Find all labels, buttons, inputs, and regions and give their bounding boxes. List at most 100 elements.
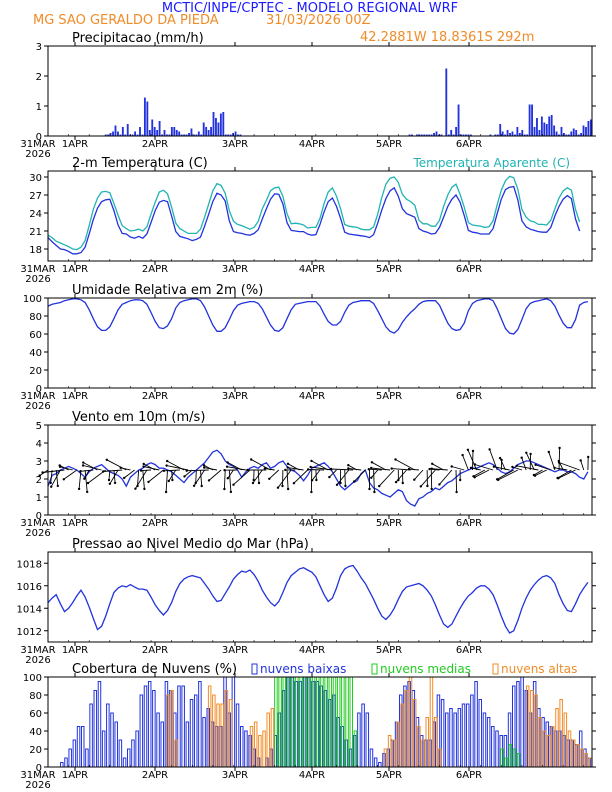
cloud-bar-1	[303, 676, 307, 768]
precip-bar	[166, 134, 168, 136]
wind-arrow	[78, 469, 82, 489]
wind-arrow	[135, 469, 148, 489]
y-tick-label: 0	[36, 763, 42, 774]
y-tick-label: 3	[36, 42, 42, 53]
x-day-label: 1APR	[62, 770, 88, 781]
wind-arrow	[431, 463, 444, 471]
x-day-label: 6APR	[456, 518, 482, 529]
wind-arrow-head	[105, 458, 109, 461]
wind-arrow-head	[344, 484, 347, 488]
precip-bar	[418, 134, 421, 136]
panel-frame	[47, 551, 593, 643]
precip-bar	[582, 125, 585, 136]
wind-arrow-head	[373, 490, 376, 494]
precip-bar	[506, 130, 509, 136]
wind-arrow	[521, 457, 527, 471]
wind-arrow	[373, 469, 375, 493]
wind-arrow-head	[557, 477, 560, 480]
cloud-bar-0	[118, 739, 123, 768]
cloud-bar-0	[76, 726, 81, 768]
wind-arrow	[558, 462, 580, 471]
y-tick-label: 60	[29, 709, 42, 720]
cloud-bar-0	[445, 712, 449, 768]
cloud-bar-0	[80, 726, 85, 768]
wind-arrow-head	[557, 461, 561, 464]
y-tick-label: 60	[29, 330, 42, 341]
cloud-bar-1	[341, 676, 345, 768]
panel-title: Vento em 10m (m/s)	[72, 410, 205, 425]
precip-bar	[153, 127, 156, 136]
precip-bar	[170, 127, 173, 136]
precip-bar	[511, 131, 514, 136]
y-tick-label: 20	[29, 745, 42, 756]
wind-arrow-head	[310, 490, 313, 494]
cloud-bar-0	[72, 739, 77, 768]
precip-bar	[158, 121, 161, 136]
wind-arrow	[165, 469, 168, 493]
cloud-bar-0	[365, 712, 370, 768]
cloud-bar-1	[504, 757, 508, 768]
wind-arrow	[408, 468, 419, 471]
precip-bar	[126, 124, 129, 136]
cloud-bar-0	[147, 681, 152, 768]
y-tick-label: 0	[36, 511, 42, 522]
x-day-label: 2APR	[142, 518, 168, 529]
precip-bar	[538, 130, 541, 136]
cloud-bar-0	[110, 712, 114, 768]
wind-arrow-head	[473, 463, 477, 466]
precip-bar	[562, 133, 565, 136]
wind-arrow-head	[310, 479, 314, 482]
wind-arrow-head	[553, 466, 556, 469]
precip-bar	[219, 113, 222, 136]
x-start-label: 31MAR	[20, 770, 55, 781]
cloud-bar-0	[68, 748, 72, 768]
wind-arrow-head	[488, 448, 491, 451]
wind-arrow-head	[183, 475, 186, 478]
precip-bar	[119, 134, 122, 136]
wind-arrow-head	[292, 482, 296, 485]
wind-arrow	[200, 469, 203, 487]
wind-arrow-head	[203, 466, 206, 469]
wind-arrow-head	[286, 487, 290, 491]
cloud-bar-0	[93, 690, 98, 768]
cloud-bar-1	[353, 730, 358, 768]
precip-bar	[180, 134, 183, 136]
precip-bar	[550, 115, 553, 136]
x-day-label: 3APR	[222, 264, 248, 275]
wind-arrow-head	[450, 465, 453, 468]
wind-arrow	[82, 465, 102, 471]
cloud-bar-0	[181, 685, 185, 768]
wind-arrow-head	[107, 478, 111, 482]
wind-arrow-head	[339, 481, 342, 485]
precip-bar	[462, 134, 465, 136]
precip-bar	[232, 133, 235, 136]
wind-arrow	[489, 449, 498, 471]
cloud-bar-2	[262, 730, 266, 768]
y-tick-label: 100	[23, 294, 42, 305]
precip-bar	[521, 130, 524, 136]
series-line-0	[47, 298, 589, 335]
cloud-bar-0	[106, 703, 110, 768]
wind-arrow-head	[251, 481, 255, 485]
x-day-label: 6APR	[456, 139, 482, 150]
precip-bar	[572, 128, 575, 136]
precip-bar	[156, 130, 159, 136]
y-tick-label: 0	[36, 132, 42, 143]
wind-arrow-head	[492, 465, 496, 468]
wind-arrow-head	[257, 481, 261, 485]
wind-arrow	[50, 469, 53, 483]
wind-arrow	[186, 469, 209, 472]
precip-bar	[175, 130, 178, 136]
y-tick-label: 2	[36, 72, 42, 83]
cloud-bar-1	[508, 744, 513, 768]
wind-arrow-head	[202, 464, 206, 467]
wind-arrow-head	[466, 448, 470, 451]
wind-arrow-head	[86, 481, 90, 485]
precip-bar	[148, 130, 151, 136]
coords-label: 42.2881W 18.8361S 292m	[360, 30, 534, 45]
wind-arrow-head	[81, 464, 85, 467]
cloud-bar-0	[97, 681, 102, 768]
panel-title: 2-m Temperatura (C)	[72, 156, 208, 171]
precip-bar	[440, 134, 443, 136]
